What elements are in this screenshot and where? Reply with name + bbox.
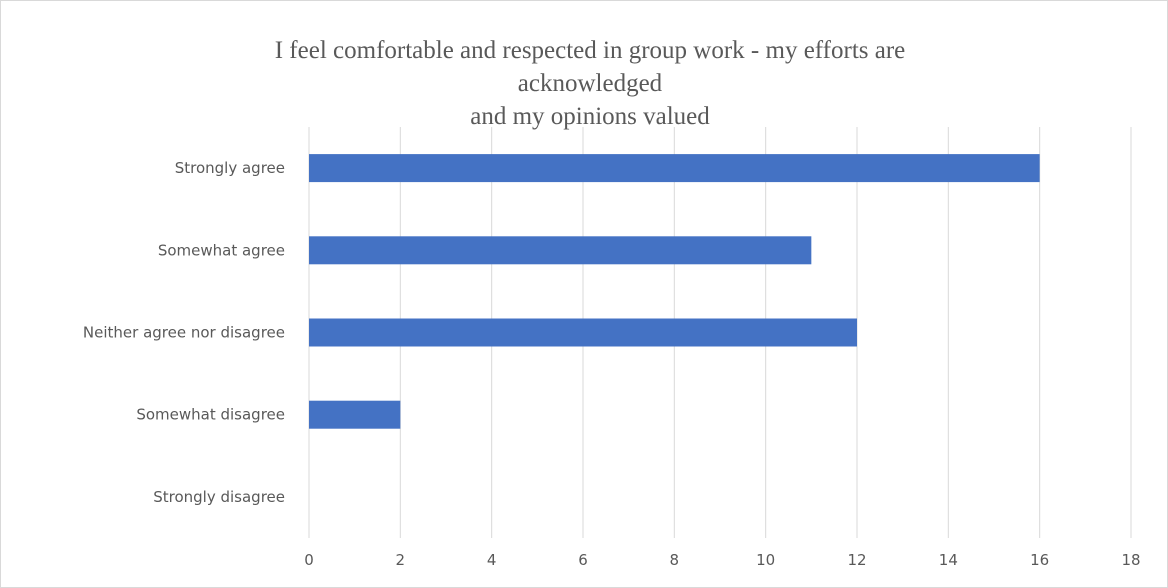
- x-tick-label: 12: [847, 551, 866, 569]
- x-tick-label: 0: [304, 551, 314, 569]
- x-tick-label: 18: [1121, 551, 1140, 569]
- bar: [309, 154, 1040, 183]
- bar: [309, 318, 857, 347]
- x-tick-label: 16: [1030, 551, 1049, 569]
- bar: [309, 236, 812, 265]
- category-label: Neither agree nor disagree: [83, 324, 285, 342]
- x-tick-label: 2: [396, 551, 406, 569]
- chart-title: I feel comfortable and respected in grou…: [274, 37, 906, 130]
- category-label: Strongly agree: [175, 159, 285, 177]
- x-tick-label: 4: [487, 551, 497, 569]
- x-tick-label: 8: [670, 551, 680, 569]
- category-label: Somewhat agree: [158, 241, 285, 259]
- x-tick-label: 14: [939, 551, 958, 569]
- category-label: Strongly disagree: [153, 488, 285, 506]
- x-tick-label: 6: [578, 551, 588, 569]
- category-label: Somewhat disagree: [136, 406, 285, 424]
- bar: [309, 400, 401, 429]
- x-tick-label: 10: [756, 551, 775, 569]
